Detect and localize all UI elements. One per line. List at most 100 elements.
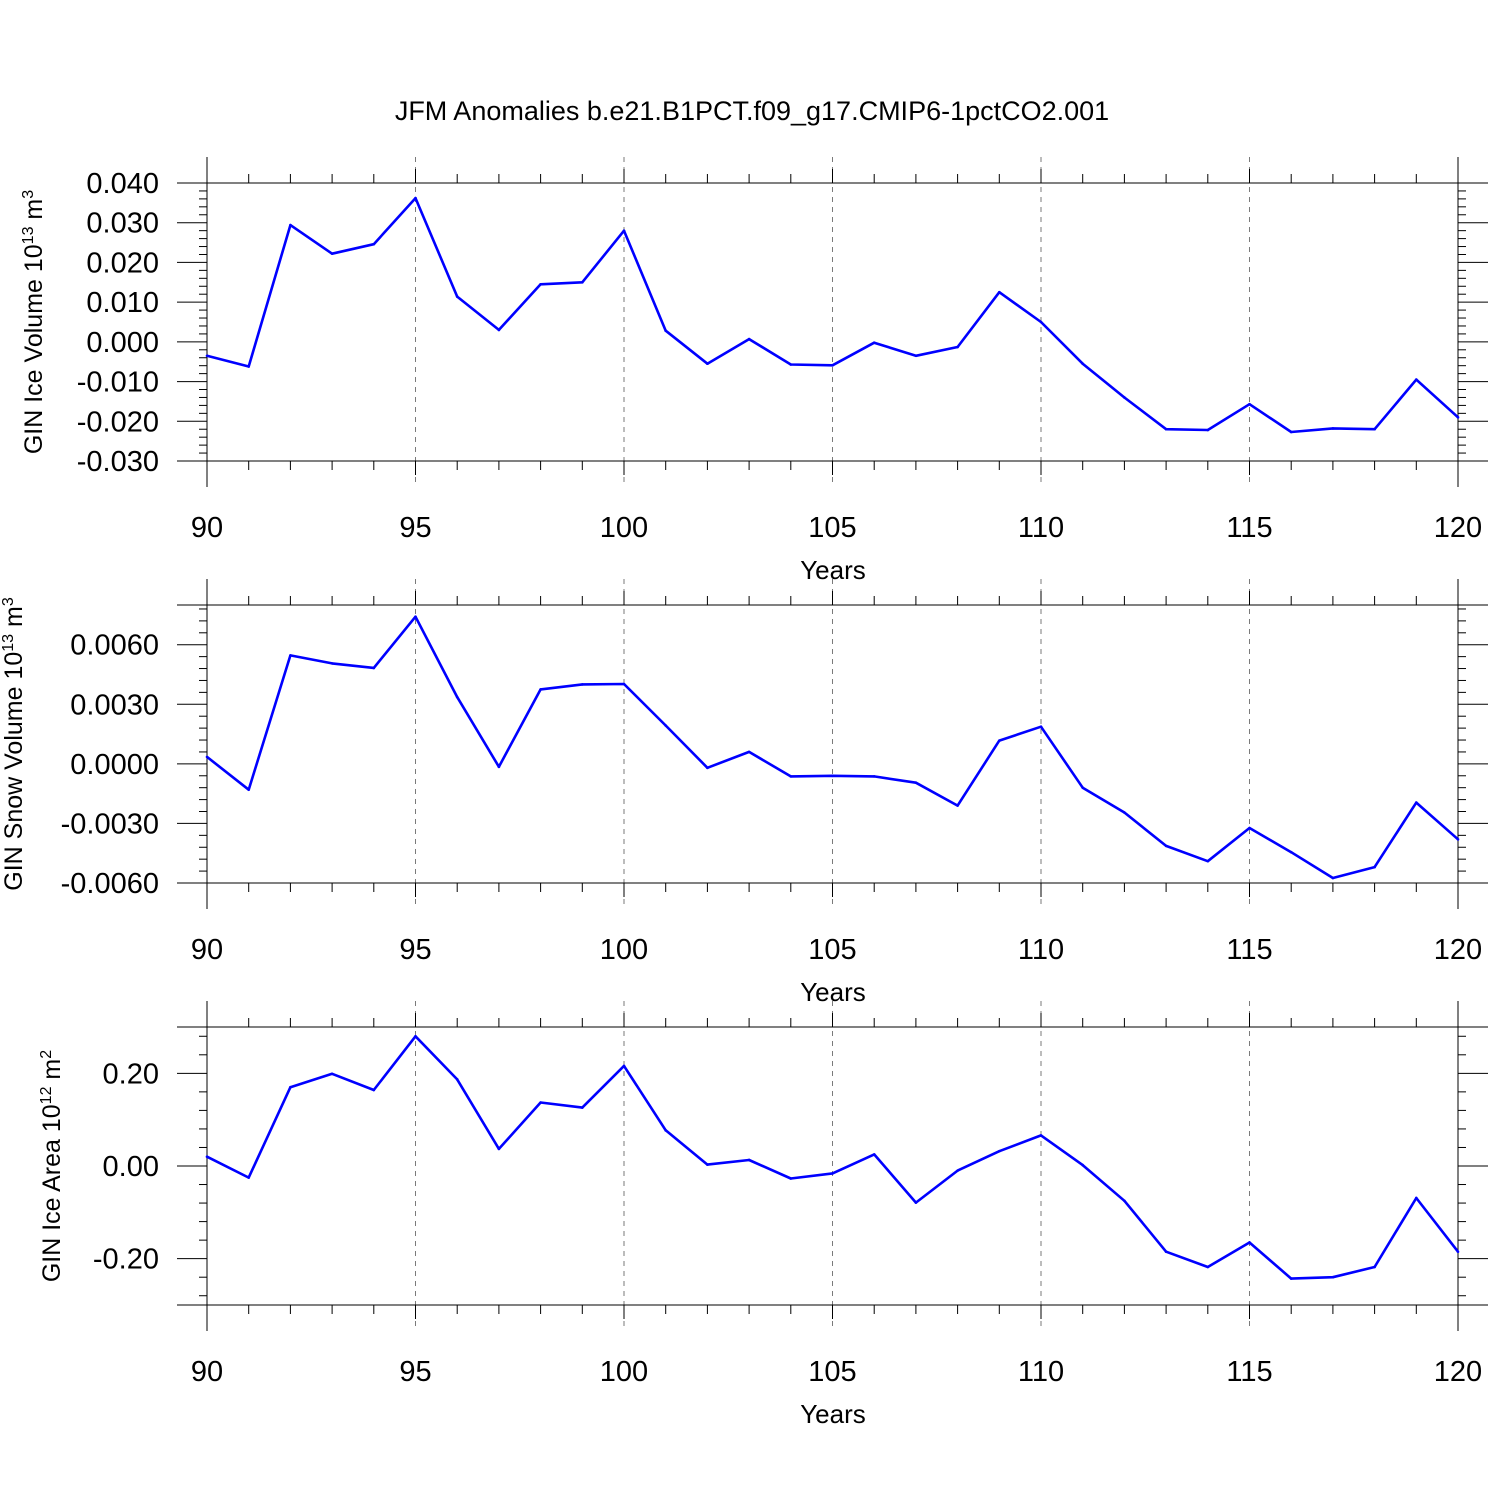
y-tick-label: 0.0000 <box>70 749 159 781</box>
y-tick-label: 0.00 <box>103 1151 159 1183</box>
chart-title: JFM Anomalies b.e21.B1PCT.f09_g17.CMIP6-… <box>395 96 1109 126</box>
data-point <box>914 354 918 358</box>
data-point <box>1373 1265 1376 1269</box>
data-point <box>998 739 1001 742</box>
panel-3: 0.20 0.00 -0.20 90 95 100 105 110 115 120 Years GIN… <box>38 1001 1488 1429</box>
data-point <box>1164 1250 1168 1254</box>
y-axis-label-text: m <box>0 606 28 634</box>
data-point <box>1289 430 1293 434</box>
data-point <box>1164 427 1168 431</box>
data-point <box>914 1201 918 1204</box>
data-point <box>872 1153 876 1156</box>
y-tick-label: 0.040 <box>86 168 159 200</box>
data-point <box>1415 1196 1418 1200</box>
x-tick-label: 100 <box>600 1356 648 1388</box>
data-point <box>1206 859 1210 863</box>
data-point <box>706 1163 709 1166</box>
data-point <box>414 196 417 200</box>
data-point <box>205 755 209 759</box>
data-point <box>1123 396 1126 399</box>
data-point <box>622 682 626 686</box>
data-point <box>289 1085 292 1089</box>
data-point <box>1039 725 1043 729</box>
data-point <box>455 295 459 298</box>
y-axis-label-superscript: 3 <box>0 597 17 606</box>
x-tick-label: 95 <box>399 934 431 966</box>
y-tick-label: 0.0030 <box>70 689 159 721</box>
data-point <box>1039 1134 1043 1137</box>
data-point <box>539 282 542 286</box>
data-point <box>330 1072 334 1076</box>
data-point <box>664 1129 667 1132</box>
data-point <box>1081 786 1084 789</box>
data-point <box>497 1147 501 1151</box>
data-point <box>789 1177 793 1180</box>
data-point <box>872 775 876 778</box>
x-tick-label: 95 <box>399 512 431 544</box>
data-point <box>998 1149 1001 1153</box>
data-point <box>747 750 751 754</box>
data-point <box>1331 876 1335 880</box>
x-tick-label: 100 <box>600 934 648 966</box>
x-tick-label: 95 <box>399 1356 431 1388</box>
x-tick-label: 105 <box>808 1356 856 1388</box>
y-tick-label: -0.20 <box>93 1244 159 1276</box>
data-point <box>205 1155 209 1159</box>
data-point <box>747 337 751 341</box>
data-point <box>1415 801 1418 804</box>
y-tick-label: -0.010 <box>77 367 159 399</box>
x-tick-label: 100 <box>600 512 648 544</box>
x-tick-label: 110 <box>1018 934 1064 966</box>
panel-2: 0.0060 0.0030 0.0000 -0.0030 -0.0060 90 95 100 1… <box>0 579 1488 1007</box>
data-point <box>205 354 209 358</box>
data-point <box>664 329 667 333</box>
data-point <box>372 1088 376 1092</box>
data-point <box>414 1034 417 1038</box>
series-line <box>206 615 1459 880</box>
y-axis-label: GIN Snow Volume 1013 m3 <box>0 597 28 891</box>
data-point <box>330 252 334 255</box>
data-point <box>1081 1163 1084 1167</box>
data-point <box>1206 428 1210 432</box>
y-tick-label: -0.0030 <box>61 808 159 840</box>
x-axis-label: Years <box>800 1399 866 1429</box>
y-axis-label-superscript: 2 <box>38 1050 55 1059</box>
data-point <box>1164 844 1168 848</box>
x-tick-label: 110 <box>1018 1356 1064 1388</box>
data-point <box>539 688 542 691</box>
data-point <box>497 328 501 332</box>
data-point <box>664 724 667 727</box>
data-point <box>1248 826 1251 830</box>
data-point <box>1456 1250 1460 1254</box>
data-point <box>1248 402 1251 406</box>
y-axis-label-text: GIN Ice Volume 10 <box>20 244 48 454</box>
data-point <box>330 662 334 665</box>
data-point <box>1123 811 1126 814</box>
data-point <box>1289 1277 1293 1280</box>
data-point <box>581 1106 584 1109</box>
data-point <box>831 1172 834 1175</box>
y-tick-label: 0.010 <box>86 287 159 319</box>
y-axis-label: GIN Ice Volume 1013 m3 <box>20 190 48 454</box>
data-point <box>998 290 1001 294</box>
data-point <box>706 362 709 366</box>
y-axis-label-superscript: 3 <box>20 190 37 199</box>
x-tick-label: 115 <box>1226 1356 1272 1388</box>
y-tick-label: 0.20 <box>103 1058 159 1090</box>
data-point <box>956 345 959 349</box>
data-point <box>372 242 376 246</box>
y-axis-label-superscript: 13 <box>0 634 17 652</box>
data-point <box>1456 416 1460 419</box>
data-point <box>1415 378 1418 381</box>
x-tick-label: 90 <box>191 1356 223 1388</box>
data-point <box>1331 1275 1335 1279</box>
y-tick-label: -0.0060 <box>61 868 159 900</box>
data-point <box>247 365 250 368</box>
x-tick-label: 105 <box>808 512 856 544</box>
x-tick-label: 120 <box>1434 1356 1482 1388</box>
y-axis-label-superscript: 13 <box>20 226 37 244</box>
data-point <box>539 1101 542 1104</box>
data-point <box>1081 362 1084 366</box>
data-point <box>831 363 834 367</box>
data-point <box>1039 320 1043 324</box>
